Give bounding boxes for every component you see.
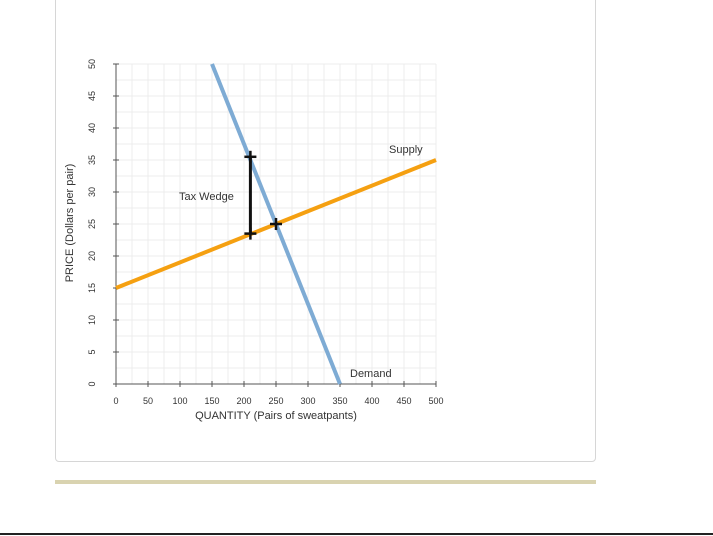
- x-tick-label: 150: [204, 396, 219, 406]
- y-tick-label: 10: [87, 315, 97, 325]
- y-tick-label: 15: [87, 283, 97, 293]
- question-panel: [55, 0, 596, 462]
- x-tick-label: 300: [300, 396, 315, 406]
- y-tick-label: 0: [87, 381, 97, 386]
- y-tick-label: 5: [87, 349, 97, 354]
- x-tick-label: 450: [396, 396, 411, 406]
- x-tick-label: 100: [172, 396, 187, 406]
- plus-marker[interactable]: [270, 218, 282, 230]
- chart-markers: [244, 150, 282, 240]
- y-tick-label: 20: [87, 251, 97, 261]
- y-tick-label: 30: [87, 187, 97, 197]
- y-tick-label: 35: [87, 155, 97, 165]
- x-tick-label: 350: [332, 396, 347, 406]
- demand-label: Demand: [350, 368, 392, 380]
- y-tick-label: 45: [87, 91, 97, 101]
- supply-label: Supply: [389, 144, 423, 156]
- x-axis-label: QUANTITY (Pairs of sweatpants): [195, 410, 357, 422]
- x-tick-label: 500: [428, 396, 443, 406]
- divider-bar: [55, 480, 596, 484]
- x-axis-ticks: 0 50 100 150 200 250 300 350 400 450 500: [113, 381, 444, 406]
- x-tick-label: 400: [364, 396, 379, 406]
- tax-wedge-label: Tax Wedge: [179, 191, 234, 203]
- x-tick-label: 0: [113, 396, 118, 406]
- x-tick-label: 50: [143, 396, 153, 406]
- plus-marker[interactable]: [244, 150, 257, 163]
- y-tick-label: 25: [87, 219, 97, 229]
- y-axis-label: PRICE (Dollars per pair): [64, 164, 76, 283]
- y-tick-label: 50: [87, 59, 97, 69]
- bottom-rule: [0, 533, 713, 535]
- x-tick-label: 200: [236, 396, 251, 406]
- x-tick-label: 250: [268, 396, 283, 406]
- y-tick-label: 40: [87, 123, 97, 133]
- y-axis-ticks: 0 5 10 15 20 25 30 35 40 45 50: [87, 59, 119, 387]
- plus-marker[interactable]: [244, 227, 257, 240]
